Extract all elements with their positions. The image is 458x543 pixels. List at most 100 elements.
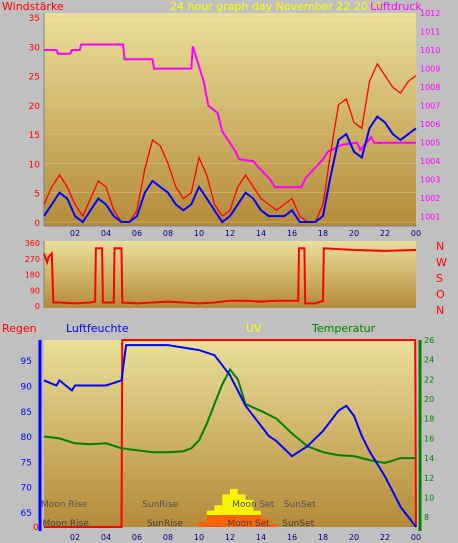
uv-bar-base <box>268 523 277 527</box>
uv-bar-base <box>245 515 254 527</box>
direction-y-tick-label: 90 <box>30 286 40 295</box>
sun-moon-label: Moon Set <box>232 500 275 510</box>
uv-bar <box>245 499 254 527</box>
uv-bar-base <box>199 521 207 527</box>
pressure-y-tick-label: 1007 <box>420 102 440 111</box>
uv-bar-base <box>253 515 261 527</box>
wind-gust-line <box>43 62 417 223</box>
rain-axis-label: Regen <box>2 322 37 335</box>
sun-moon-bottom-label: Moon Set <box>228 519 271 529</box>
uv-axis-label: UV <box>246 322 262 335</box>
sun-moon-markers: Moon Rise SunRise Moon Set SunSet Moon Rise S… <box>41 500 316 529</box>
humidity-x-tick-label: 18 <box>318 533 328 542</box>
uv-bar <box>230 488 238 527</box>
wind-y-tick-label: 15 <box>29 131 40 141</box>
pressure-y-tick-label: 1008 <box>420 83 440 92</box>
humidity-axis-label: Luftfeuchte <box>66 322 129 335</box>
sun-moon-label: SunSet <box>284 500 316 510</box>
wind-plot-area <box>44 13 416 226</box>
wind-x-tick-label: 08 <box>163 229 173 238</box>
uv-bar-base <box>222 515 230 527</box>
pressure-line <box>44 43 416 189</box>
temperature-axis-label: Temperatur <box>311 322 376 335</box>
wind-x-tick-label: 22 <box>380 229 390 238</box>
humidity-y-tick-label: 95 <box>21 357 32 367</box>
wind-y-tick-label: 30 <box>29 43 41 53</box>
pressure-y-tick-label: 1004 <box>420 157 440 166</box>
direction-y-tick-label: 180 <box>25 271 40 280</box>
temperature-y-tick-label: 12 <box>424 474 434 483</box>
sun-moon-label: SunRise <box>142 500 179 510</box>
chart-title: 24 hour graph day November 22 2016 <box>170 0 382 13</box>
wind-x-tick-label: 20 <box>349 229 359 238</box>
wind-axis-label: Windstärke <box>2 0 64 13</box>
wind-y-tick-label: 0 <box>34 219 40 229</box>
humidity-x-tick-label: 02 <box>70 533 80 542</box>
direction-plot-area <box>44 241 416 308</box>
uv-bar <box>237 494 246 527</box>
uv-bar-base <box>237 515 246 527</box>
humidity-x-tick-label: 16 <box>287 533 297 542</box>
temperature-y-tick-label: 14 <box>424 454 434 463</box>
compass-label: N <box>436 240 444 253</box>
uv-bars <box>199 488 277 527</box>
wind-y-ticks: 0 5 10 15 20 25 30 35 <box>29 14 416 229</box>
humidity-x-tick-label: 20 <box>349 533 359 542</box>
direction-y-tick-label: 270 <box>25 255 40 264</box>
sun-moon-bottom-label: SunRise <box>147 519 184 529</box>
humidity-x-tick-label: 04 <box>101 533 111 542</box>
temperature-y-ticks: 8 10 12 14 16 18 20 22 24 26 <box>424 336 434 522</box>
direction-y-ticks: 0 90 180 270 360 <box>25 239 40 311</box>
direction-y-tick-label: 360 <box>25 239 40 248</box>
humidity-y-tick-label: 90 <box>21 382 33 392</box>
wind-y-tick-label: 35 <box>29 14 40 24</box>
wind-x-tick-label: 14 <box>256 229 266 238</box>
humidity-x-tick-label: 00 <box>411 533 421 542</box>
humidity-line <box>43 344 417 528</box>
pressure-y-tick-label: 1001 <box>420 213 440 222</box>
pressure-y-tick-label: 1002 <box>420 194 440 203</box>
humidity-x-tick-label: 08 <box>163 533 173 542</box>
pressure-y-tick-label: 1006 <box>420 120 440 129</box>
humidity-x-tick-label: 12 <box>225 533 235 542</box>
humidity-y-tick-label: 65 <box>21 509 32 519</box>
compass-label: N <box>436 304 444 317</box>
wind-x-tick-label: 04 <box>101 229 111 238</box>
compass-label: W <box>436 256 447 269</box>
wind-x-tick-label: 18 <box>318 229 328 238</box>
uv-bar-base <box>261 518 269 527</box>
humidity-y-ticks: 65 70 75 80 85 90 95 <box>21 357 33 519</box>
temperature-y-tick-label: 18 <box>424 415 434 424</box>
temperature-line <box>43 367 416 465</box>
uv-bar-base <box>206 515 215 527</box>
sun-moon-label: Moon Rise <box>41 500 88 510</box>
humidity-x-tick-label: 06 <box>132 533 142 542</box>
temperature-y-tick-label: 8 <box>424 513 429 522</box>
wind-x-ticks: 02 04 06 08 10 12 14 16 18 20 22 00 <box>70 229 421 238</box>
sun-moon-bottom-label: SunSet <box>282 519 314 529</box>
wind-x-tick-label: 00 <box>411 229 421 238</box>
rain-line <box>44 339 417 528</box>
pressure-y-ticks: 1001 1002 1003 1004 1005 1006 1007 1008 1009 1010… <box>420 9 440 222</box>
temperature-y-tick-label: 20 <box>424 395 434 404</box>
humidity-y-tick-label: 75 <box>21 458 32 468</box>
temperature-y-tick-label: 10 <box>424 493 434 502</box>
pressure-y-tick-label: 1012 <box>420 9 440 18</box>
temperature-y-tick-label: 24 <box>424 356 434 365</box>
wind-y-tick-label: 25 <box>29 73 40 83</box>
humidity-y-tick-label: 70 <box>21 484 33 494</box>
pressure-y-tick-label: 1011 <box>420 28 440 37</box>
compass-label: O <box>436 288 445 301</box>
humidity-x-ticks: 02 04 06 08 10 12 14 16 18 20 22 00 <box>70 533 421 542</box>
temperature-y-tick-label: 26 <box>424 336 434 345</box>
uv-bar-base <box>230 515 238 527</box>
wind-x-tick-label: 16 <box>287 229 297 238</box>
rain-zero-tick: 0 <box>33 523 39 533</box>
wind-y-tick-label: 10 <box>29 160 41 170</box>
humidity-x-tick-label: 10 <box>194 533 204 542</box>
compass-label: S <box>436 272 443 285</box>
pressure-y-tick-label: 1009 <box>420 65 440 74</box>
pressure-axis-label: Luftdruck <box>370 0 422 13</box>
